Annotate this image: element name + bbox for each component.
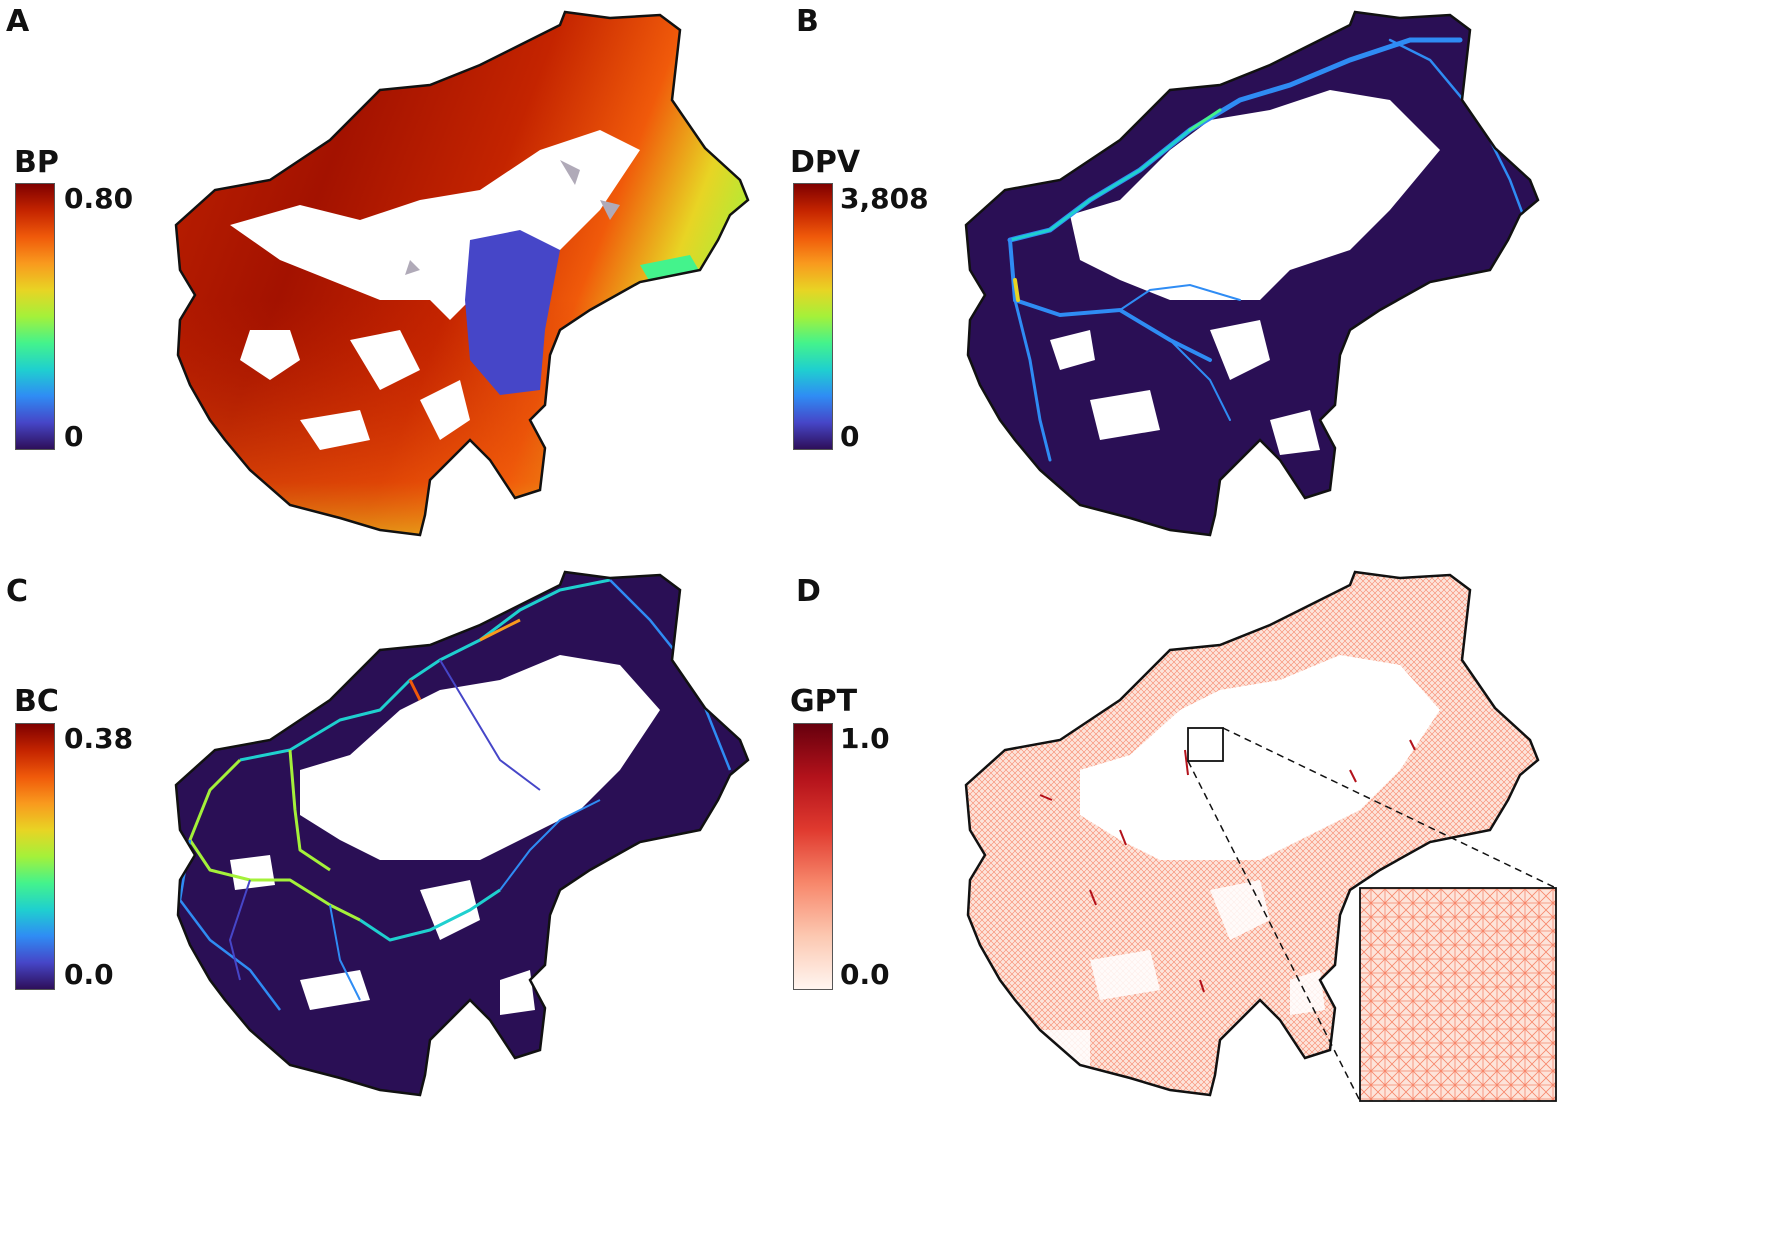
panel-b: B DPV 3,808 0 — [790, 0, 1676, 623]
colorbar-min: 0.0 — [64, 958, 114, 991]
panel-c: C BC 0.38 0.0 — [0, 560, 886, 1183]
catchment-outline — [964, 10, 1540, 537]
panel-letter: D — [796, 574, 821, 609]
catchment-outline — [174, 10, 750, 537]
zoom-box — [1187, 727, 1224, 762]
panel-letter: C — [6, 574, 29, 609]
zoom-connector — [1187, 760, 1361, 1102]
colorbar-max: 3,808 — [840, 182, 929, 215]
map-d — [964, 570, 1557, 1102]
colorbar-max: 0.38 — [64, 722, 134, 755]
nodata-region — [230, 130, 640, 320]
colorbar-turbo — [15, 183, 55, 450]
colorbar-reds — [793, 723, 833, 990]
map-a — [174, 10, 750, 537]
zoom-connector — [1222, 727, 1557, 889]
panel-letter: B — [796, 4, 819, 39]
colorbar-min: 0 — [840, 420, 860, 453]
low-bp-region — [465, 230, 560, 395]
colorbar-title: BP — [14, 145, 59, 180]
map-b — [964, 10, 1540, 537]
map-c — [174, 570, 750, 1097]
colorbar-min: 0.0 — [840, 958, 890, 991]
colorbar-max: 1.0 — [840, 722, 890, 755]
catchment-outline — [964, 570, 1540, 1097]
high-gpt-edges — [1039, 739, 1416, 993]
corridor-network — [178, 578, 732, 1011]
colorbar-title: GPT — [790, 684, 858, 719]
flow-paths — [1007, 37, 1527, 462]
colorbar-title: DPV — [790, 145, 861, 180]
colorbar-turbo — [15, 723, 55, 990]
panel-d: D GPT 1.0 0.0 — [790, 560, 1676, 1183]
colorbar-max: 0.80 — [64, 182, 134, 215]
colorbar-min: 0 — [64, 420, 84, 453]
colorbar-turbo — [793, 183, 833, 450]
panel-letter: A — [6, 4, 30, 39]
panel-a: A BP 0.80 0 — [0, 0, 886, 623]
catchment-outline — [174, 570, 750, 1097]
colorbar-title: BC — [14, 684, 59, 719]
zoom-inset — [1359, 887, 1557, 1102]
